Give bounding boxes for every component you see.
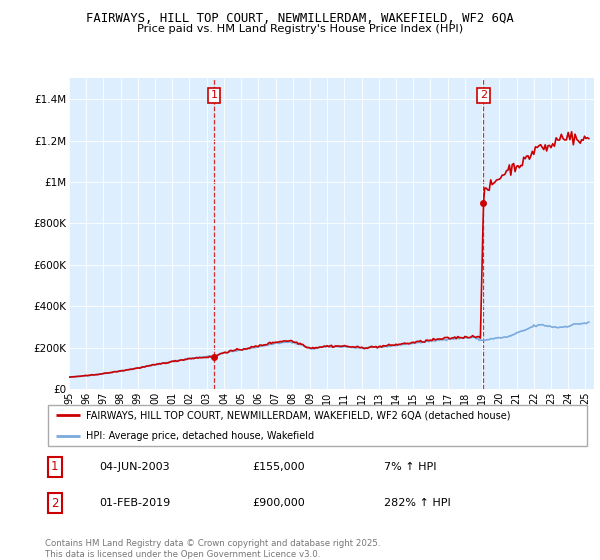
- Text: 2: 2: [480, 91, 487, 100]
- FancyBboxPatch shape: [48, 405, 587, 446]
- Text: FAIRWAYS, HILL TOP COURT, NEWMILLERDAM, WAKEFIELD, WF2 6QA: FAIRWAYS, HILL TOP COURT, NEWMILLERDAM, …: [86, 12, 514, 25]
- Text: 1: 1: [51, 460, 59, 473]
- Text: 01-FEB-2019: 01-FEB-2019: [100, 498, 171, 508]
- Text: 7% ↑ HPI: 7% ↑ HPI: [383, 462, 436, 472]
- Text: 282% ↑ HPI: 282% ↑ HPI: [383, 498, 450, 508]
- Text: Price paid vs. HM Land Registry's House Price Index (HPI): Price paid vs. HM Land Registry's House …: [137, 24, 463, 34]
- Text: 1: 1: [211, 91, 217, 100]
- Text: FAIRWAYS, HILL TOP COURT, NEWMILLERDAM, WAKEFIELD, WF2 6QA (detached house): FAIRWAYS, HILL TOP COURT, NEWMILLERDAM, …: [86, 410, 511, 421]
- Text: 2: 2: [51, 497, 59, 510]
- Text: HPI: Average price, detached house, Wakefield: HPI: Average price, detached house, Wake…: [86, 431, 314, 441]
- Text: 04-JUN-2003: 04-JUN-2003: [100, 462, 170, 472]
- Text: £155,000: £155,000: [253, 462, 305, 472]
- Text: £900,000: £900,000: [253, 498, 305, 508]
- Text: Contains HM Land Registry data © Crown copyright and database right 2025.
This d: Contains HM Land Registry data © Crown c…: [45, 539, 380, 559]
